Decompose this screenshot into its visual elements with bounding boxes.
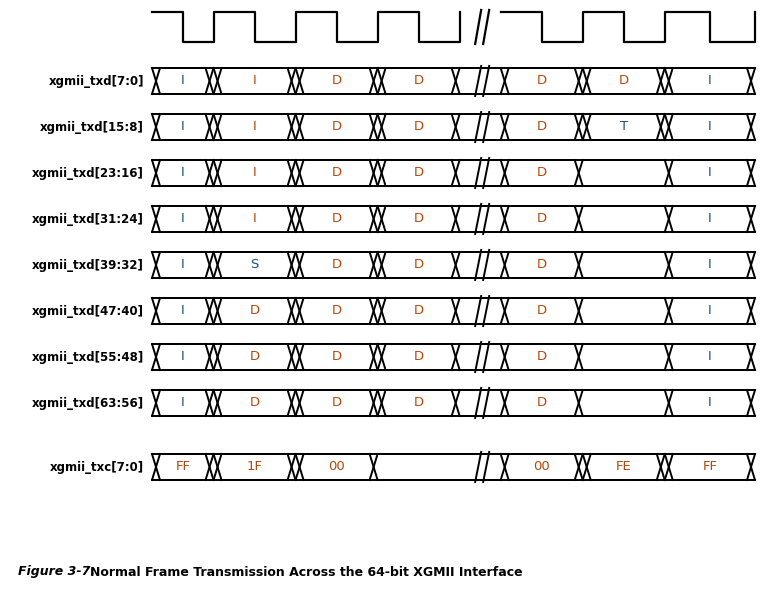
Text: I: I <box>181 396 185 410</box>
Text: xgmii_txd[7:0]: xgmii_txd[7:0] <box>48 75 144 87</box>
Text: I: I <box>181 213 185 225</box>
Text: I: I <box>708 213 712 225</box>
Text: D: D <box>414 167 424 179</box>
Text: xgmii_txd[63:56]: xgmii_txd[63:56] <box>32 396 144 410</box>
Text: D: D <box>331 75 341 87</box>
Text: I: I <box>181 350 185 364</box>
Text: xgmii_txc[7:0]: xgmii_txc[7:0] <box>50 461 144 473</box>
Text: I: I <box>253 75 256 87</box>
Text: I: I <box>181 121 185 133</box>
Text: xgmii_txd[15:8]: xgmii_txd[15:8] <box>40 121 144 133</box>
Text: D: D <box>414 121 424 133</box>
Text: D: D <box>414 259 424 271</box>
Text: D: D <box>537 167 547 179</box>
Text: D: D <box>331 350 341 364</box>
Text: D: D <box>537 350 547 364</box>
Text: D: D <box>414 213 424 225</box>
Text: S: S <box>251 259 258 271</box>
Text: I: I <box>181 259 185 271</box>
Text: I: I <box>253 121 256 133</box>
Text: 1F: 1F <box>247 461 262 473</box>
Text: D: D <box>414 350 424 364</box>
Text: I: I <box>708 167 712 179</box>
Text: xgmii_txd[31:24]: xgmii_txd[31:24] <box>32 213 144 225</box>
Text: xgmii_txd[47:40]: xgmii_txd[47:40] <box>32 304 144 318</box>
Text: Normal Frame Transmission Across the 64-bit XGMII Interface: Normal Frame Transmission Across the 64-… <box>90 565 522 579</box>
Text: I: I <box>253 213 256 225</box>
Text: FF: FF <box>702 461 717 473</box>
Text: I: I <box>708 75 712 87</box>
Text: D: D <box>537 213 547 225</box>
Text: D: D <box>331 213 341 225</box>
Text: I: I <box>253 167 256 179</box>
Text: xgmii_txd[39:32]: xgmii_txd[39:32] <box>32 259 144 271</box>
Text: I: I <box>181 304 185 318</box>
Text: D: D <box>250 350 260 364</box>
Text: D: D <box>414 75 424 87</box>
Text: D: D <box>537 75 547 87</box>
Text: xgmii_txd[23:16]: xgmii_txd[23:16] <box>32 167 144 179</box>
Text: D: D <box>537 396 547 410</box>
Text: D: D <box>537 304 547 318</box>
Text: xgmii_txd[55:48]: xgmii_txd[55:48] <box>32 350 144 364</box>
Text: D: D <box>537 121 547 133</box>
Text: Figure 3-7:: Figure 3-7: <box>18 565 95 579</box>
Text: D: D <box>414 304 424 318</box>
Text: I: I <box>708 121 712 133</box>
Text: I: I <box>708 396 712 410</box>
Text: I: I <box>181 75 185 87</box>
Text: FF: FF <box>175 461 190 473</box>
Text: D: D <box>331 304 341 318</box>
Text: D: D <box>331 167 341 179</box>
Text: D: D <box>331 259 341 271</box>
Text: D: D <box>250 304 260 318</box>
Text: I: I <box>708 259 712 271</box>
Text: 00: 00 <box>328 461 345 473</box>
Text: D: D <box>331 121 341 133</box>
Text: I: I <box>708 304 712 318</box>
Text: I: I <box>708 350 712 364</box>
Text: D: D <box>414 396 424 410</box>
Text: FE: FE <box>616 461 632 473</box>
Text: 00: 00 <box>533 461 550 473</box>
Text: D: D <box>331 396 341 410</box>
Text: D: D <box>537 259 547 271</box>
Text: D: D <box>618 75 629 87</box>
Text: I: I <box>181 167 185 179</box>
Text: T: T <box>620 121 628 133</box>
Text: D: D <box>250 396 260 410</box>
